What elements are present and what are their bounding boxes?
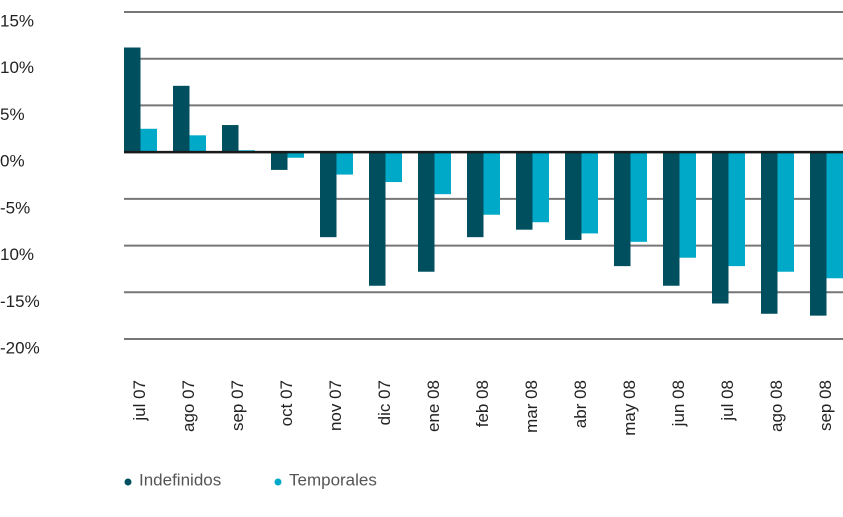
x-tick-label: feb 08 (473, 380, 492, 427)
x-tick-label: abr 08 (571, 380, 590, 428)
legend-label: Temporales (289, 470, 377, 489)
bar (369, 152, 386, 286)
bar (712, 152, 729, 304)
y-tick-label: -15% (0, 292, 40, 311)
y-tick-label: 0% (0, 152, 25, 171)
x-tick-label: sep 08 (816, 380, 835, 431)
bar (467, 152, 484, 238)
bar (418, 152, 435, 272)
bar (614, 152, 631, 267)
x-tick-label: mar 08 (522, 380, 541, 433)
bar (581, 152, 598, 234)
y-tick-label: 10% (0, 245, 34, 264)
bar (124, 47, 141, 153)
bar (761, 152, 778, 314)
bar (516, 152, 533, 230)
bar (663, 152, 680, 286)
bar (728, 152, 745, 267)
bar (336, 152, 353, 175)
x-tick-label: may 08 (620, 380, 639, 436)
bar (532, 152, 549, 223)
bar (565, 152, 582, 240)
bar (385, 152, 402, 183)
y-tick-label: 5% (0, 105, 25, 124)
bar (140, 128, 157, 153)
y-tick-label: -20% (0, 338, 40, 357)
bar (679, 152, 696, 258)
x-tick-label: oct 07 (277, 380, 296, 426)
y-tick-label: 15% (0, 11, 34, 30)
x-tick-label: ene 08 (424, 380, 443, 432)
legend-marker (274, 478, 282, 486)
x-tick-label: jun 08 (669, 380, 688, 427)
bar (630, 152, 647, 242)
bar (483, 152, 500, 215)
x-tick-label: ago 08 (767, 380, 786, 432)
x-tick-label: dic 07 (375, 380, 394, 425)
x-tick-label: jul 07 (130, 380, 149, 422)
legend-marker (124, 478, 132, 486)
bar (222, 125, 239, 153)
bar (271, 152, 288, 170)
bar (173, 85, 190, 153)
x-tick-label: ago 07 (179, 380, 198, 432)
bar (320, 152, 337, 238)
x-tick-label: sep 07 (228, 380, 247, 431)
bar (189, 135, 206, 153)
legend-label: Indefinidos (139, 470, 221, 489)
bar (434, 152, 451, 195)
bar (777, 152, 794, 272)
bar (826, 152, 843, 279)
y-tick-label: 10% (0, 58, 34, 77)
x-tick-label: nov 07 (326, 380, 345, 431)
x-tick-label: jul 08 (718, 380, 737, 422)
bar (287, 152, 304, 158)
bar (810, 152, 827, 316)
y-tick-label: -5% (0, 198, 30, 217)
